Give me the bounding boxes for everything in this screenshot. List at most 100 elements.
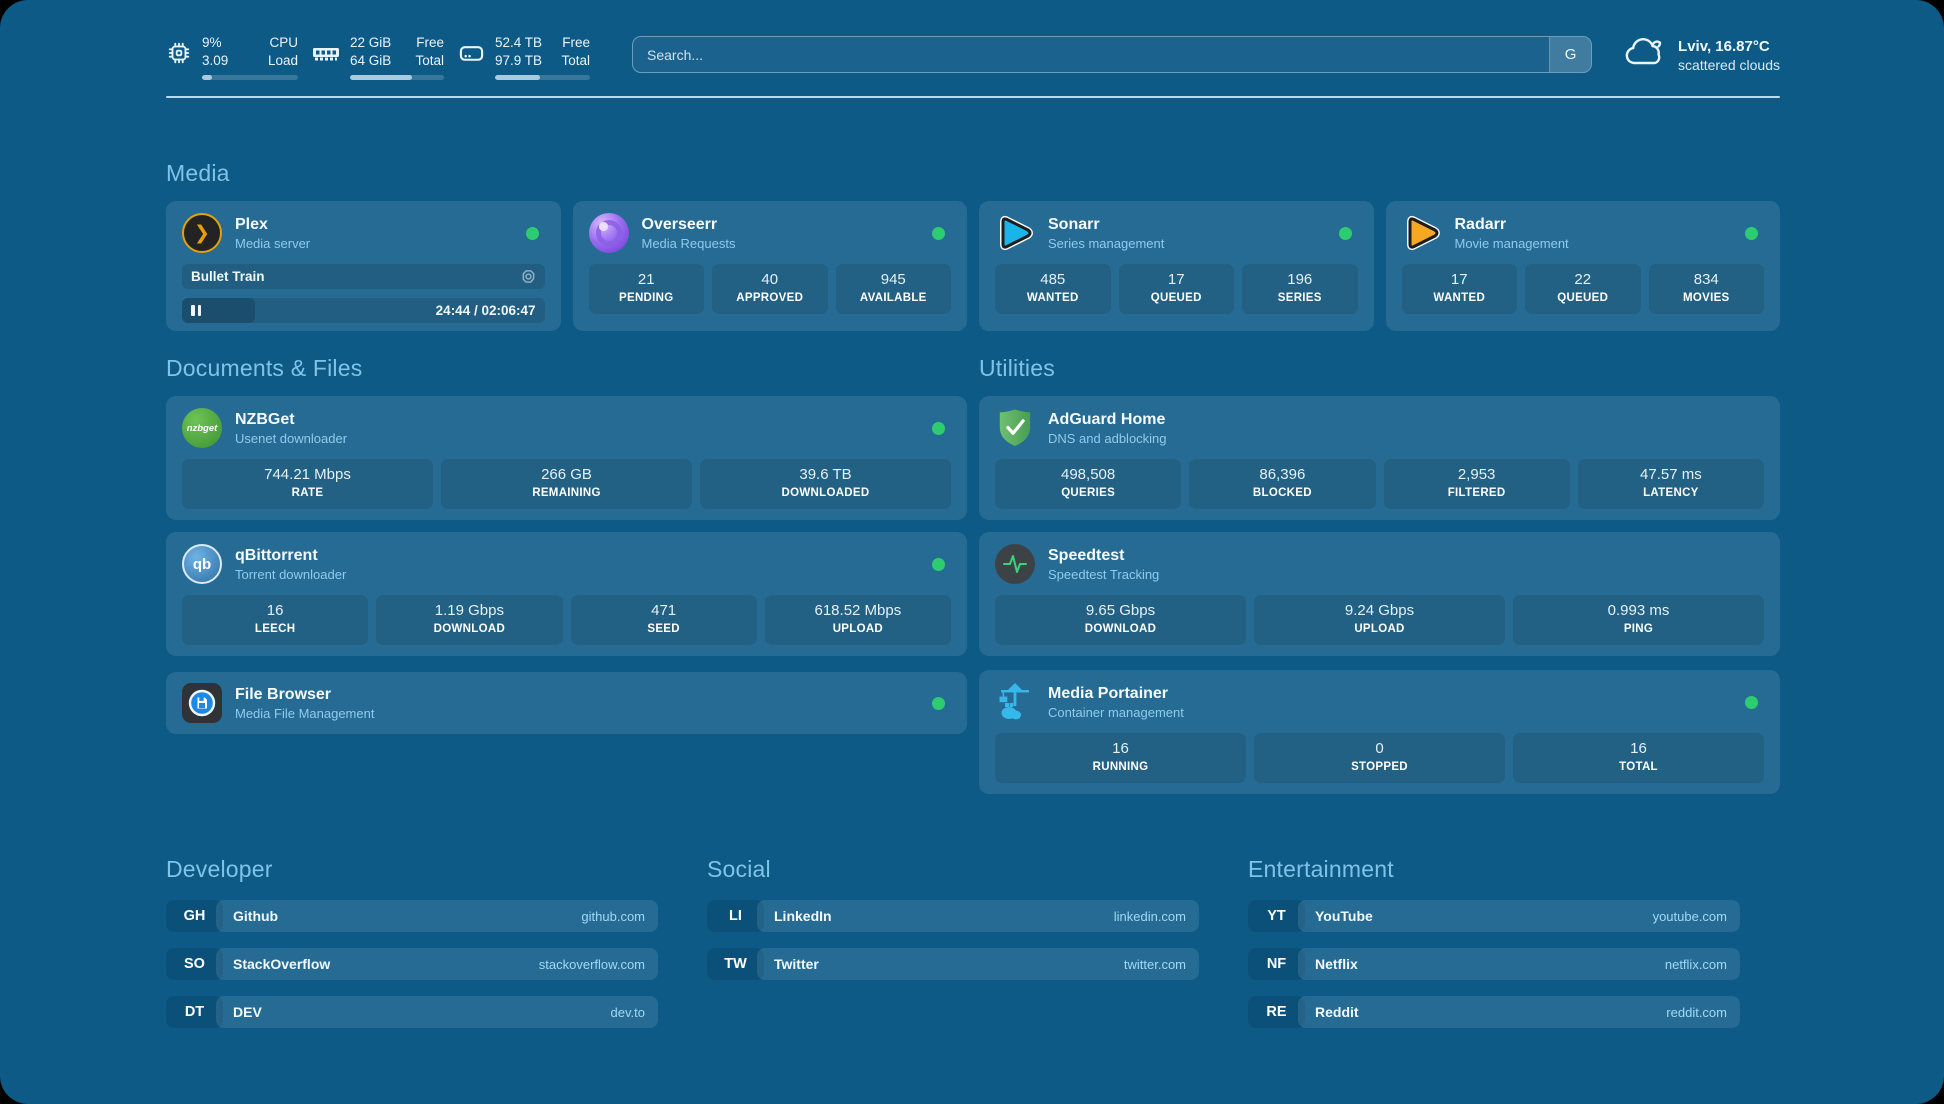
search-bar: G [632,36,1593,73]
now-playing-title: Bullet Train [191,269,265,285]
link-row-netflix[interactable]: NF Netflix netflix.com [1248,948,1740,981]
service-card-portainer[interactable]: Media Portainer Container management 16 … [979,670,1780,795]
radarr-icon [1402,213,1442,253]
link-url: reddit.com [1666,1004,1727,1020]
media-card-grid: ❯ Plex Media server Bullet Train [166,201,1780,332]
stat-tile: 9.24 Gbps UPLOAD [1254,595,1505,645]
weather-widget[interactable]: Lviv, 16.87°C scattered clouds [1622,35,1780,74]
link-name: DEV [233,1004,262,1021]
link-row-twitter[interactable]: TW Twitter twitter.com [707,948,1199,981]
stat-tile: 196 SERIES [1242,264,1358,314]
service-title: Plex [235,215,268,233]
pause-icon[interactable] [191,305,201,317]
link-abbr: SO [166,948,223,981]
service-card-plex[interactable]: ❯ Plex Media server Bullet Train [166,201,561,332]
link-row-stackoverflow[interactable]: SO StackOverflow stackoverflow.com [166,948,658,981]
service-card-sonarr[interactable]: Sonarr Series management 485 WANTED 17 Q… [979,201,1374,332]
status-dot-online [932,696,945,710]
disk-total-value: 97.9 TB [495,53,543,69]
stat-tile: 47.57 ms LATENCY [1577,459,1764,509]
status-dot-online [1338,226,1352,240]
section-title-social: Social [707,856,771,883]
disk-stat: 52.4 TB 97.9 TB Free Total [458,34,604,81]
social-links-column: Social LI LinkedIn linkedin.com TW Twitt… [707,856,1199,1044]
link-abbr: TW [707,948,764,981]
link-url: netflix.com [1664,956,1727,972]
link-row-dev[interactable]: DT DEV dev.to [166,996,658,1029]
speedtest-icon [995,544,1035,585]
memory-total-value: 64 GiB [350,53,392,69]
weather-location: Lviv, 16.87°C [1678,38,1770,55]
stat-tile: 498,508 QUERIES [995,459,1182,509]
search-input[interactable] [633,37,1550,72]
service-subtitle: Usenet downloader [235,430,348,446]
link-name: Netflix [1315,956,1358,973]
service-title: qBittorrent [235,546,318,564]
link-url: stackoverflow.com [538,956,645,972]
link-url: github.com [581,908,645,924]
link-row-linkedin[interactable]: LI LinkedIn linkedin.com [707,900,1199,933]
link-row-reddit[interactable]: RE Reddit reddit.com [1248,996,1740,1029]
google-search-button[interactable]: G [1549,37,1592,72]
stat-tile: 945 AVAILABLE [835,264,951,314]
section-title-documents: Documents & Files [166,355,363,382]
service-title: Sonarr [1048,215,1100,233]
service-title: Speedtest [1048,546,1125,564]
service-subtitle: Media server [235,235,311,251]
link-abbr: GH [166,900,223,933]
memory-icon [312,40,340,80]
gear-icon[interactable] [521,269,536,284]
service-card-qbittorrent[interactable]: qb qBittorrent Torrent downloader 16 LEE… [166,532,967,657]
stat-tile: 21 PENDING [588,264,704,314]
link-row-github[interactable]: GH Github github.com [166,900,658,933]
memory-total-label: Total [415,53,444,69]
link-abbr: NF [1248,948,1305,981]
stat-tile: 0 STOPPED [1254,733,1505,783]
overseerr-icon [588,213,629,254]
service-card-nzbget[interactable]: nzbget NZBGet Usenet downloader 744.21 M… [166,396,967,521]
stat-tile: 2,953 FILTERED [1383,459,1570,509]
playback-progress-row: 24:44 / 02:06:47 [182,298,545,324]
service-card-overseerr[interactable]: Overseerr Media Requests 21 PENDING 40 A… [572,201,967,332]
link-abbr: RE [1248,996,1305,1029]
service-card-radarr[interactable]: Radarr Movie management 17 WANTED 22 QUE… [1385,201,1780,332]
stat-tile: 1.19 Gbps DOWNLOAD [376,595,563,645]
status-dot-online [932,557,945,571]
service-card-filebrowser[interactable]: File Browser Media File Management [166,672,967,735]
service-subtitle: Series management [1048,235,1165,251]
link-row-youtube[interactable]: YT YouTube youtube.com [1248,900,1740,933]
link-name: Twitter [774,956,819,973]
stat-tile: 16 RUNNING [995,733,1246,783]
link-url: twitter.com [1123,956,1186,972]
service-card-adguard[interactable]: AdGuard Home DNS and adblocking 498,508 … [979,396,1780,521]
memory-progress-bar [350,75,444,81]
stat-tile: 16 TOTAL [1513,733,1764,783]
utilities-column: Utilities AdGuard Home DNS and adblockin… [979,355,1780,795]
section-title-developer: Developer [166,856,273,883]
stat-tile: 86,396 BLOCKED [1189,459,1376,509]
stat-tile: 9.65 Gbps DOWNLOAD [995,595,1246,645]
service-title: NZBGet [235,410,295,428]
cpu-usage-value: 9% [202,35,222,50]
service-title: Media Portainer [1048,684,1169,702]
status-dot-online [1745,695,1758,709]
link-url: linkedin.com [1113,908,1186,924]
developer-links-column: Developer GH Github github.com SO StackO… [166,856,658,1044]
stat-tile: 40 APPROVED [712,264,828,314]
stat-tile: 39.6 TB DOWNLOADED [700,459,951,509]
disk-free-value: 52.4 TB [495,35,543,50]
stat-tile: 471 SEED [570,595,757,645]
filebrowser-icon [182,683,222,724]
link-name: Github [233,908,279,925]
link-name: LinkedIn [774,908,832,925]
stat-tile: 266 GB REMAINING [441,459,692,509]
status-dot-online [932,226,945,240]
qbittorrent-icon: qb [182,544,222,585]
service-subtitle: Movie management [1454,235,1569,251]
cloud-icon [1622,35,1666,74]
link-url: dev.to [610,1004,645,1020]
header-bar: 9% 3.09 CPU Load [166,34,1780,81]
service-card-speedtest[interactable]: Speedtest Speedtest Tracking 9.65 Gbps D… [979,532,1780,657]
service-subtitle: Container management [1048,704,1184,720]
